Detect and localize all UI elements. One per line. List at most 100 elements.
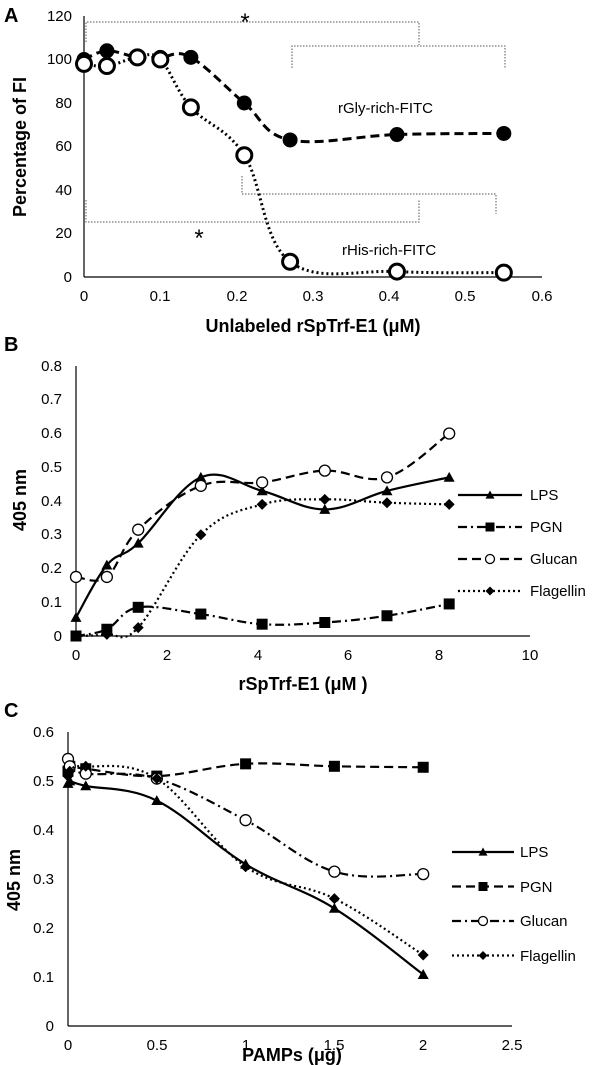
panel-a-xtick: 0.2 [227,288,248,305]
series-line-flagellin [75,498,450,639]
panel-c-ytick: 0 [46,1018,54,1035]
data-point-glucan [443,427,456,440]
data-point-pgn [240,758,252,770]
panel-b-xtick: 8 [435,647,443,664]
data-point-rhis-rich-fitc [97,57,116,76]
panel-c-ytick: 0.4 [33,822,54,839]
data-point-lps [151,795,163,805]
series-line-rgly-rich-fitc [83,49,504,144]
bracket-bottom-1 [85,200,420,223]
bracket-bottom-2 [241,176,497,214]
panel-a-xtick: 0.1 [150,288,171,305]
data-point-flagellin [101,628,113,640]
data-point-flagellin [319,493,331,505]
panel-c-xtick: 1.5 [324,1037,345,1054]
significance-star: * [240,9,249,36]
legend-label-glucan: Glucan [530,551,578,568]
data-point-glucan [417,867,430,881]
legend-marker-pgn [485,522,495,532]
panel-b-y-ticks: 0 0.1 0.2 0.3 0.4 0.5 0.6 0.7 0.8 [41,358,62,645]
panel-a-y-axis-title: Percentage of FI [10,77,30,217]
data-point-glucan [194,479,208,492]
panel-b-plot-area [69,427,522,642]
data-point-lps [256,485,268,496]
panel-a-ytick: 80 [55,95,72,112]
panel-b: B 0 0.1 0.2 0.3 0.4 0.5 0.6 0.7 0.8 0 2 … [4,334,586,694]
panel-b-ytick: 0.5 [41,459,62,476]
series-line-rhis-rich-fitc [83,53,504,276]
data-point-glucan [100,570,114,584]
panel-b-axes [75,366,530,637]
data-point-pgn [319,617,331,628]
panel-c-xtick: 0 [64,1037,72,1054]
panel-c-x-ticks: 0 0.5 1 1.5 2 2.5 [64,1037,523,1054]
panel-c-label: C [4,700,18,722]
legend-marker-glucan [484,553,496,565]
panel-a-ytick: 40 [55,182,72,199]
panel-b-ytick: 0.1 [41,594,62,611]
panel-a-xtick: 0.5 [455,288,476,305]
series-label-rgly: rGly-rich-FITC [338,100,433,117]
panel-a-plot-area [75,43,513,282]
panel-a-xtick: 0 [80,288,88,305]
data-point-rhis-rich-fitc [151,50,170,69]
legend-label-flagellin: Flagellin [520,948,576,965]
data-point-rhis-rich-fitc [128,48,147,67]
panel-a-x-ticks: 0 0.1 0.2 0.3 0.4 0.5 0.6 [80,288,553,305]
legend-marker-flagellin [485,586,495,596]
panel-a-ytick: 0 [64,269,72,286]
panel-a-ytick: 120 [47,8,72,25]
panel-b-y-axis-title: 405 nm [10,469,30,531]
bracket-top-2 [291,45,506,68]
data-point-pgn [256,618,268,630]
panel-b-xtick: 0 [72,647,80,664]
data-point-lps [80,780,92,791]
panel-c-ytick: 0.2 [33,920,54,937]
legend-label-pgn: PGN [520,879,553,896]
data-point-flagellin [64,765,76,777]
series-line-lps [75,473,450,618]
data-point-pgn [417,761,429,773]
panel-a-ytick: 60 [55,138,72,155]
data-point-rhis-rich-fitc [75,54,93,73]
data-point-rhis-rich-fitc [387,262,406,281]
legend-marker-pgn [478,882,488,891]
panel-b-ytick: 0 [54,628,62,645]
data-point-flagellin [240,861,252,873]
data-point-glucan [318,464,331,477]
panel-b-x-ticks: 0 2 4 6 8 10 [72,647,539,664]
data-point-rgly-rich-fitc [389,127,405,143]
panel-b-xtick: 4 [254,647,262,664]
data-point-pgn [328,760,340,772]
data-point-lps [64,775,76,786]
data-point-pgn [132,601,144,613]
data-point-glucan [380,471,394,484]
significance-star: * [194,225,203,252]
panel-a-x-axis-title: Unlabeled rSpTrf-E1 (μM) [205,316,420,336]
panel-c-xtick: 0.5 [147,1037,168,1054]
panel-c-xtick: 2.5 [502,1037,523,1054]
panel-b-xtick: 2 [163,647,171,664]
series-line-lps [66,779,424,976]
data-point-glucan [328,865,341,878]
panel-a-significance-brackets [85,21,506,223]
legend-label-glucan: Glucan [520,913,568,930]
data-point-lps [132,537,144,548]
data-point-rgly-rich-fitc [236,95,252,111]
data-point-flagellin [256,498,268,510]
panel-a-ytick: 20 [55,225,72,242]
data-point-pgn [195,608,207,620]
panel-a-xtick: 0.4 [379,288,400,305]
data-point-rhis-rich-fitc [281,252,300,271]
data-point-lps [70,611,82,622]
data-point-lps [417,969,429,979]
data-point-rhis-rich-fitc [181,98,200,117]
panel-c-ytick: 0.6 [33,724,54,741]
series-label-rhis: rHis-rich-FITC [342,242,436,259]
panel-a: A 0 20 40 60 80 100 120 0 0.1 0.2 0.3 0.… [4,5,552,336]
legend-marker-lps [478,847,488,856]
panel-b-x-axis-title: rSpTrf-E1 (μM ) [238,674,367,694]
panel-a-ytick: 100 [47,51,72,68]
data-point-flagellin [443,498,455,510]
